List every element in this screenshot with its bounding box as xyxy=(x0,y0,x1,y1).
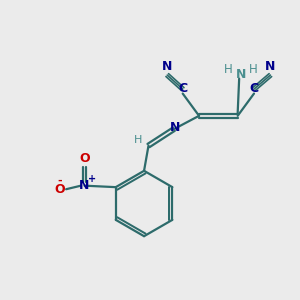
Text: N: N xyxy=(162,60,172,73)
Text: -: - xyxy=(57,176,62,186)
Text: H: H xyxy=(249,63,258,76)
Text: O: O xyxy=(54,183,65,196)
Text: +: + xyxy=(88,174,96,184)
Text: H: H xyxy=(224,63,232,76)
Text: N: N xyxy=(170,121,181,134)
Text: O: O xyxy=(79,152,90,165)
Text: N: N xyxy=(265,60,276,73)
Text: H: H xyxy=(134,135,142,145)
Text: N: N xyxy=(79,179,90,192)
Text: N: N xyxy=(236,68,246,81)
Text: C: C xyxy=(250,82,259,95)
Text: C: C xyxy=(178,82,187,95)
